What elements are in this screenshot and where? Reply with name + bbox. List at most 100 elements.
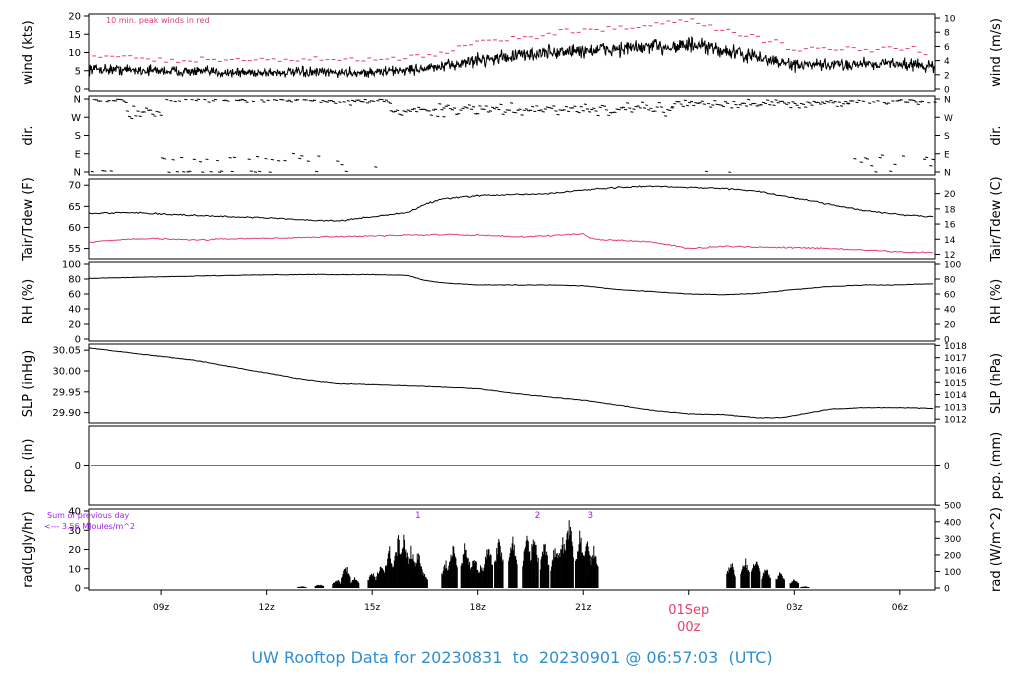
temperature-right-tick-label: 20 <box>944 190 956 200</box>
pressure-left-tick-label: 29.90 <box>52 408 81 419</box>
direction-mark <box>632 108 636 110</box>
direction-mark <box>340 163 344 166</box>
humidity-frame <box>88 261 936 342</box>
pressure-right-tick-label: 1012 <box>944 416 967 426</box>
humidity-right-tick-label: 40 <box>944 306 956 316</box>
humidity-ylabel-right: RH (%) <box>989 279 1004 324</box>
direction-mark <box>350 99 355 102</box>
direction-mark <box>406 109 410 111</box>
direction-mark <box>893 163 897 166</box>
direction-mark <box>571 107 575 109</box>
direction-mark <box>611 111 615 114</box>
direction-ylabel-right: dir. <box>989 125 1004 145</box>
direction-mark <box>419 108 423 111</box>
direction-mark <box>220 170 224 172</box>
direction-mark <box>842 103 846 105</box>
direction-mark <box>706 102 711 105</box>
precipitation-ylabel-right: pcp. (mm) <box>989 432 1004 499</box>
direction-mark <box>776 101 780 104</box>
direction-mark <box>509 102 514 104</box>
direction-mark <box>818 103 822 105</box>
direction-mark <box>683 99 687 102</box>
wind-panel: wind (kts) wind (m/s) 0 5 10 15 20 0 2 4 6 8 10 10 mi… <box>21 12 1004 96</box>
direction-mark <box>374 166 378 168</box>
direction-mark <box>331 100 336 103</box>
direction-mark <box>931 158 935 161</box>
temperature-line-tdew <box>88 232 934 254</box>
direction-mark <box>581 109 585 112</box>
pressure-right-tick-label: 1016 <box>944 366 967 376</box>
direction-mark <box>113 99 118 102</box>
direction-mark <box>761 101 766 104</box>
direction-mark <box>471 106 476 108</box>
direction-mark <box>372 100 376 102</box>
direction-mark <box>626 102 630 104</box>
direction-mark <box>165 98 169 101</box>
direction-mark <box>122 100 126 102</box>
direction-mark <box>655 106 659 108</box>
direction-mark <box>602 105 607 107</box>
direction-mark <box>241 98 245 101</box>
direction-mark <box>130 117 134 120</box>
direction-mark <box>579 106 583 108</box>
direction-mark <box>711 104 715 106</box>
direction-mark <box>543 108 547 110</box>
radiation-right-tick-label: 100 <box>944 568 961 578</box>
direction-mark <box>109 170 113 172</box>
direction-right-tick-label: N <box>944 169 951 179</box>
direction-mark <box>846 103 850 105</box>
direction-mark <box>912 99 916 102</box>
radiation-ylabel: rad(Lgly/hr) <box>21 511 36 587</box>
direction-mark <box>180 156 184 159</box>
direction-mark <box>789 106 793 109</box>
direction-mark <box>696 102 700 105</box>
direction-mark <box>423 108 427 111</box>
direction-mark <box>887 102 891 104</box>
humidity-left-tick-label: 40 <box>68 305 81 316</box>
direction-mark <box>732 100 736 103</box>
direction-mark <box>833 100 837 103</box>
direction-mark <box>673 102 677 105</box>
direction-mark <box>448 107 452 110</box>
direction-mark <box>415 110 419 113</box>
direction-mark <box>134 115 138 117</box>
direction-mark <box>380 98 384 101</box>
direction-mark <box>203 98 207 101</box>
direction-mark <box>698 101 702 104</box>
direction-mark <box>444 105 448 108</box>
wind-right-tick-label: 6 <box>944 43 950 53</box>
direction-mark <box>759 103 763 106</box>
direction-mark <box>795 104 799 107</box>
direction-mark <box>355 99 359 102</box>
humidity-right-tick-label: 0 <box>944 336 950 346</box>
direction-mark <box>812 100 816 103</box>
direction-mark <box>671 105 675 108</box>
direction-mark <box>474 113 478 115</box>
direction-mark <box>264 157 268 160</box>
radiation-marker: 2 <box>535 511 541 521</box>
direction-mark <box>816 101 820 104</box>
direction-mark <box>642 107 647 109</box>
direction-mark <box>361 100 365 103</box>
direction-mark <box>476 112 480 115</box>
direction-mark <box>851 100 855 102</box>
direction-mark <box>365 102 369 104</box>
direction-mark <box>865 158 870 160</box>
direction-mark <box>436 115 440 118</box>
direction-mark <box>891 100 895 102</box>
direction-mark <box>820 101 825 103</box>
direction-mark <box>501 113 505 116</box>
direction-mark <box>120 98 124 101</box>
direction-mark <box>495 106 499 109</box>
wind-right-tick-label: 10 <box>944 15 956 25</box>
direction-mark <box>895 100 899 102</box>
radiation-left-tick-label: 20 <box>68 545 81 556</box>
wind-annotation: 10 min. peak winds in red <box>106 16 210 25</box>
direction-mark <box>831 102 835 104</box>
direction-mark <box>140 111 144 113</box>
direction-mark <box>518 108 522 111</box>
humidity-right-tick-label: 20 <box>944 321 956 331</box>
direction-mark <box>163 158 167 160</box>
direction-mark <box>855 101 859 104</box>
wind-left-tick-label: 15 <box>68 30 81 41</box>
